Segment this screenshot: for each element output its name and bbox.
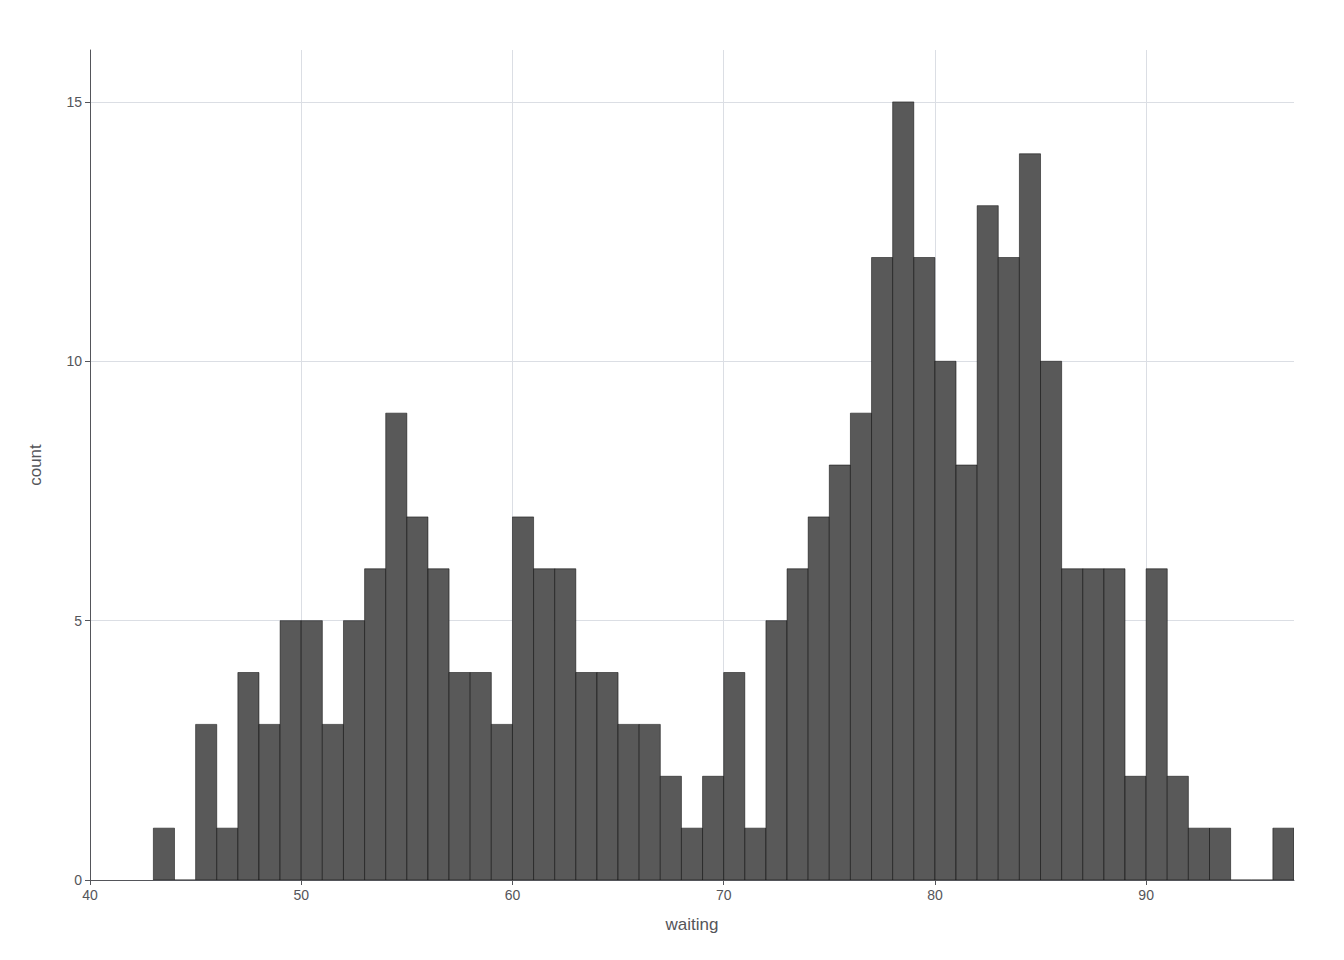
svg-text:count: count — [26, 444, 45, 486]
svg-text:70: 70 — [716, 887, 732, 903]
svg-text:60: 60 — [505, 887, 521, 903]
svg-text:5: 5 — [74, 613, 82, 629]
svg-text:waiting: waiting — [665, 915, 719, 934]
svg-text:50: 50 — [293, 887, 309, 903]
svg-text:0: 0 — [74, 872, 82, 888]
svg-text:15: 15 — [66, 94, 82, 110]
svg-text:80: 80 — [927, 887, 943, 903]
svg-text:40: 40 — [82, 887, 98, 903]
svg-text:90: 90 — [1138, 887, 1154, 903]
svg-text:10: 10 — [66, 353, 82, 369]
